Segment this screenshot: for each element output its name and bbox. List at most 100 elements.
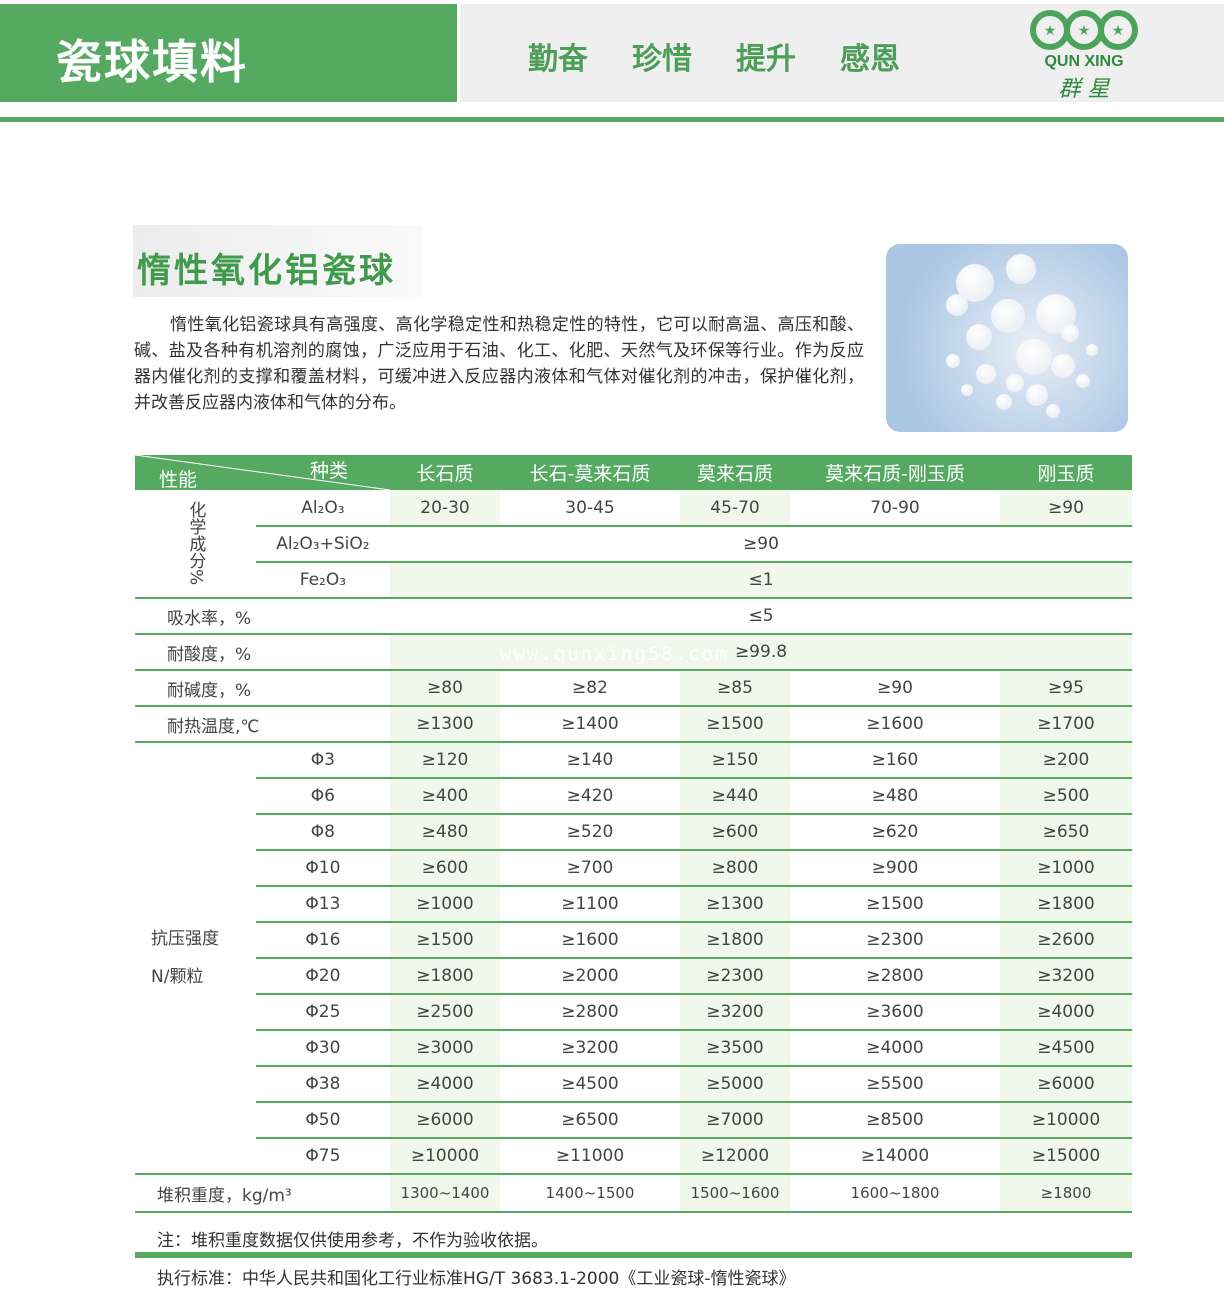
table-cell: ≥440 [680,778,790,815]
merged-value: ≥90 [390,526,1132,563]
header-title: 瓷球填料 [56,35,248,89]
table-cell: ≥480 [790,778,1000,815]
ceramic-ball [1006,374,1024,392]
corner-bottom: 性能 [159,469,198,491]
table-cell: ≥1300 [680,886,790,923]
table-cell: ≥11000 [500,1138,680,1175]
ceramic-ball [966,324,992,350]
table-cell: ≥600 [390,850,500,887]
ceramic-ball [946,294,968,316]
property-row: 耐酸度，% ≥99.8 [135,634,1132,671]
motto: 勤奋 珍惜 提升 感恩 [528,34,900,78]
svg-text:★: ★ [1112,23,1125,39]
table-cell: 30-45 [500,490,680,527]
spec-table: 种类 性能 长石质 长石-莫来石质 莫来石质 莫来石质-刚玉质 刚玉质 化学成分% Al₂O₃ 2… [135,455,1132,1213]
table-cell: ≥10000 [1000,1102,1132,1139]
table-cell: ≥2300 [680,958,790,995]
ceramic-ball [1016,339,1052,375]
chem-row: 化学成分% Al₂O₃ 20-30 30-45 45-70 70-90 ≥90 [135,490,1132,599]
table-cell: ≥120 [390,742,500,779]
table-cell: ≥95 [1000,670,1132,707]
ceramic-ball [1006,254,1036,284]
table-cell: ≥1400 [500,706,680,743]
strength-unit: N/颗粒 [151,967,204,987]
column-header: 莫来石质-刚玉质 [790,455,1000,490]
table-cell: ≥6500 [500,1102,680,1139]
svg-text:群 星: 群 星 [1059,77,1111,102]
table-cell: ≥420 [500,778,680,815]
chem-row: Al₂O₃+SiO₂ ≥90 [135,526,1132,563]
table-cell: ≥90 [1000,490,1132,527]
row-name: 吸水率，% [135,598,390,635]
strength-row: Φ13 ≥1000 ≥1100 ≥1300 ≥1500 ≥1800 [135,886,1132,923]
property-row: 耐碱度，% ≥80 ≥82 ≥85 ≥90 ≥95 [135,670,1132,707]
table-cell: ≥82 [500,670,680,707]
table-cell: ≥900 [790,850,1000,887]
ball-size: Φ8 [255,814,390,851]
ceramic-ball [946,354,960,368]
ball-size: Φ25 [255,994,390,1031]
chem-label: 化学成分% [135,490,256,599]
strength-row: Φ20 ≥1800 ≥2000 ≥2300 ≥2800 ≥3200 [135,958,1132,995]
strength-label: 抗压强度 N/颗粒 [135,742,256,1175]
ball-size: Φ6 [255,778,390,815]
header-banner: 瓷球填料 [0,4,457,102]
strength-row: Φ30 ≥3000 ≥3200 ≥3500 ≥4000 ≥4500 [135,1030,1132,1067]
strength-row: Φ38 ≥4000 ≥4500 ≥5000 ≥5500 ≥6000 [135,1066,1132,1103]
diagonal-divider [135,455,390,490]
motto-item: 勤奋 [528,42,588,77]
table-cell: 20-30 [390,490,500,527]
product-photo [886,244,1128,432]
column-header: 长石质 [390,455,500,490]
table-cell: ≥620 [790,814,1000,851]
product-description: 惰性氧化铝瓷球具有高强度、高化学稳定性和热稳定性的特性，它可以耐高温、高压和酸、… [134,315,864,413]
ceramic-ball [1051,354,1075,378]
table-cell: ≥80 [390,670,500,707]
table-cell: ≥160 [790,742,1000,779]
row-name: Al₂O₃ [255,490,390,527]
table-cell: ≥3500 [680,1030,790,1067]
row-name: 耐热温度,℃ [135,706,390,743]
ball-size: Φ38 [255,1066,390,1103]
table-cell: ≥600 [680,814,790,851]
table-cell: ≥500 [1000,778,1132,815]
ball-size: Φ30 [255,1030,390,1067]
product-title-box: 惰性氧化铝瓷球 [133,225,423,297]
table-cell: ≥8500 [790,1102,1000,1139]
table-cell: ≥4000 [1000,994,1132,1031]
motto-item: 珍惜 [632,42,692,77]
table-cell: ≥2800 [500,994,680,1031]
ceramic-ball [961,384,973,396]
table-cell: ≥90 [790,670,1000,707]
row-name: 耐碱度，% [135,670,390,707]
ceramic-ball [991,299,1025,333]
table-cell: ≥650 [1000,814,1132,851]
strength-row: Φ10 ≥600 ≥700 ≥800 ≥900 ≥1000 [135,850,1132,887]
table-cell: ≥2000 [500,958,680,995]
strength-label-text: 抗压强度 [151,929,219,949]
table-cell: ≥1800 [1000,886,1132,923]
table-cell: 45-70 [680,490,790,527]
strength-row: 抗压强度 N/颗粒 Φ3 ≥120 ≥140 ≥150 ≥160 ≥200 [135,742,1132,1175]
motto-item: 提升 [736,42,796,77]
ceramic-ball [1046,404,1060,418]
table-cell: ≥4500 [1000,1030,1132,1067]
property-row: 吸水率，% ≤5 [135,598,1132,635]
ball-size: Φ16 [255,922,390,959]
strength-row: Φ6 ≥400 ≥420 ≥440 ≥480 ≥500 [135,778,1132,815]
strength-row: Φ50 ≥6000 ≥6500 ≥7000 ≥8500 ≥10000 [135,1102,1132,1139]
table-cell: ≥6000 [1000,1066,1132,1103]
table-cell: ≥480 [390,814,500,851]
table-cell: ≥400 [390,778,500,815]
ball-size: Φ3 [255,742,390,779]
corner-cell: 种类 性能 [135,455,390,491]
table-cell: ≥140 [500,742,680,779]
table-cell: ≥2300 [790,922,1000,959]
table-cell: ≥200 [1000,742,1132,779]
table-header: 种类 性能 长石质 长石-莫来石质 莫来石质 莫来石质-刚玉质 刚玉质 [135,455,1132,491]
corner-top: 种类 [310,460,349,482]
table-cell: 1400~1500 [500,1174,680,1213]
table-cell: ≥1800 [680,922,790,959]
density-row: 堆积重度，kg/m³ 1300~1400 1400~1500 1500~1600 160… [135,1174,1132,1213]
table-note: 注：堆积重度数据仅供使用参考，不作为验收依据。 [157,1231,548,1251]
